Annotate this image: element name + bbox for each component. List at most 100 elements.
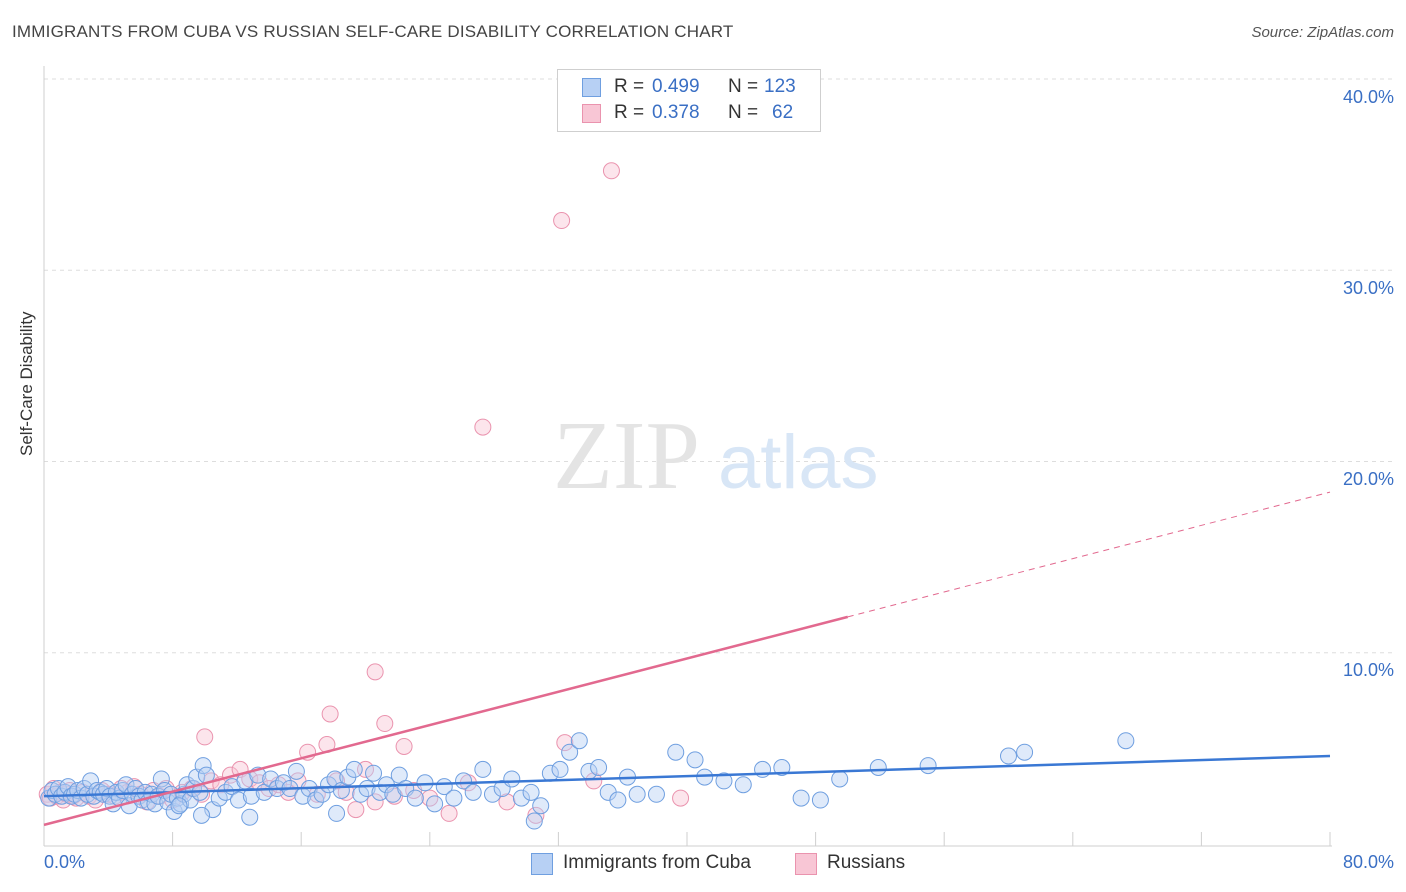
point-cuba <box>287 762 305 780</box>
axes <box>43 66 1332 847</box>
point-cuba <box>667 743 685 761</box>
point-russians <box>347 801 365 819</box>
legend-label-russians: Russians <box>827 852 906 873</box>
point-cuba <box>919 757 937 775</box>
point-cuba <box>503 770 521 788</box>
point-russians <box>440 804 458 822</box>
point-cuba <box>1016 743 1034 761</box>
point-russians <box>672 789 690 807</box>
point-cuba <box>512 789 530 807</box>
point-russians <box>474 418 492 436</box>
point-cuba <box>345 760 363 778</box>
point-cuba <box>773 759 791 776</box>
point-cuba <box>262 770 280 788</box>
y-tick-20: 20.0% <box>1342 469 1394 489</box>
y-tick-30: 30.0% <box>1342 278 1394 298</box>
legend-swatch-blue <box>531 853 553 875</box>
gridlines <box>44 78 1392 654</box>
legend-n-label: N = <box>728 102 759 123</box>
trend-line-russians <box>43 615 849 827</box>
point-cuba <box>365 764 383 782</box>
point-cuba <box>455 772 473 790</box>
source-label: Source: ZipAtlas.com <box>1251 24 1394 41</box>
point-cuba <box>241 808 259 826</box>
point-russians <box>395 737 413 755</box>
y-axis-label: Self-Care Disability <box>17 311 36 456</box>
point-cuba <box>474 760 492 778</box>
point-cuba <box>1117 732 1135 750</box>
point-cuba <box>647 785 665 803</box>
point-russians <box>527 806 545 824</box>
point-cuba <box>696 768 714 786</box>
point-russians <box>366 793 384 811</box>
point-cuba <box>193 806 211 824</box>
point-cuba <box>170 797 188 815</box>
legend-row-cuba: R = 0.499 N = 123 <box>582 76 812 100</box>
point-cuba <box>590 759 608 776</box>
y-tick-40: 40.0% <box>1342 87 1394 107</box>
point-cuba <box>194 757 212 775</box>
point-cuba <box>609 791 627 809</box>
point-cuba <box>532 797 550 815</box>
trend-line-cuba <box>43 754 1331 798</box>
point-cuba <box>275 774 293 792</box>
watermark: ZIP atlas <box>553 402 879 510</box>
point-cuba <box>406 789 424 807</box>
x-tick-0: 0.0% <box>44 852 86 872</box>
chart-title: IMMIGRANTS FROM CUBA VS RUSSIAN SELF-CAR… <box>12 22 734 41</box>
point-cuba <box>715 772 733 790</box>
point-cuba <box>445 789 463 807</box>
point-russians <box>602 162 620 180</box>
point-russians <box>196 728 214 746</box>
point-cuba <box>869 759 887 776</box>
legend-r-value: 0.499 <box>652 76 700 97</box>
legend-n-value: 123 <box>764 76 796 97</box>
legend-r-label: R = <box>614 76 645 97</box>
point-cuba <box>416 774 434 792</box>
point-cuba <box>792 789 810 807</box>
point-russians <box>366 663 384 681</box>
legend-n-value: 62 <box>772 102 794 123</box>
point-russians <box>421 789 439 807</box>
point-cuba <box>686 751 704 769</box>
point-cuba <box>628 785 646 803</box>
trend-lines <box>43 491 1331 827</box>
legend-item-russians: Russians <box>795 852 925 876</box>
point-cuba <box>242 787 260 805</box>
legend-r-value: 0.378 <box>652 102 700 123</box>
legend-label-cuba: Immigrants from Cuba <box>563 852 751 873</box>
point-cuba <box>1000 747 1017 765</box>
point-cuba <box>525 812 543 830</box>
legend-r-label: R = <box>614 102 645 123</box>
point-cuba <box>483 785 501 803</box>
y-tick-10: 10.0% <box>1342 660 1394 680</box>
point-cuba <box>217 783 235 801</box>
point-russians <box>585 772 603 790</box>
point-russians <box>321 705 339 723</box>
point-cuba <box>811 791 829 809</box>
legend-n-label: N = <box>728 76 759 97</box>
point-cuba <box>426 795 444 813</box>
point-cuba <box>561 743 579 761</box>
legend-item-cuba: Immigrants from Cuba <box>531 852 771 876</box>
point-russians <box>498 793 516 811</box>
x-tick-80: 80.0% <box>1342 852 1394 872</box>
point-cuba <box>307 791 325 809</box>
legend-row-russians: R = 0.378 N = 62 <box>582 102 812 126</box>
point-cuba <box>230 791 248 809</box>
legend-swatch-blue <box>582 78 601 97</box>
point-cuba <box>464 783 482 801</box>
point-russians <box>376 715 394 733</box>
point-cuba <box>551 760 569 778</box>
watermark-atlas: atlas <box>718 420 879 505</box>
legend-swatch-pink <box>795 853 817 875</box>
point-cuba <box>831 770 849 788</box>
point-russians <box>556 734 574 752</box>
correlation-legend: R = 0.499 N = 123 R = 0.378 N = 62 <box>557 69 821 132</box>
point-cuba <box>358 780 376 798</box>
point-cuba <box>522 783 540 801</box>
point-cuba <box>570 732 588 750</box>
watermark-zip: ZIP <box>553 402 700 510</box>
legend-swatch-pink <box>582 104 601 123</box>
